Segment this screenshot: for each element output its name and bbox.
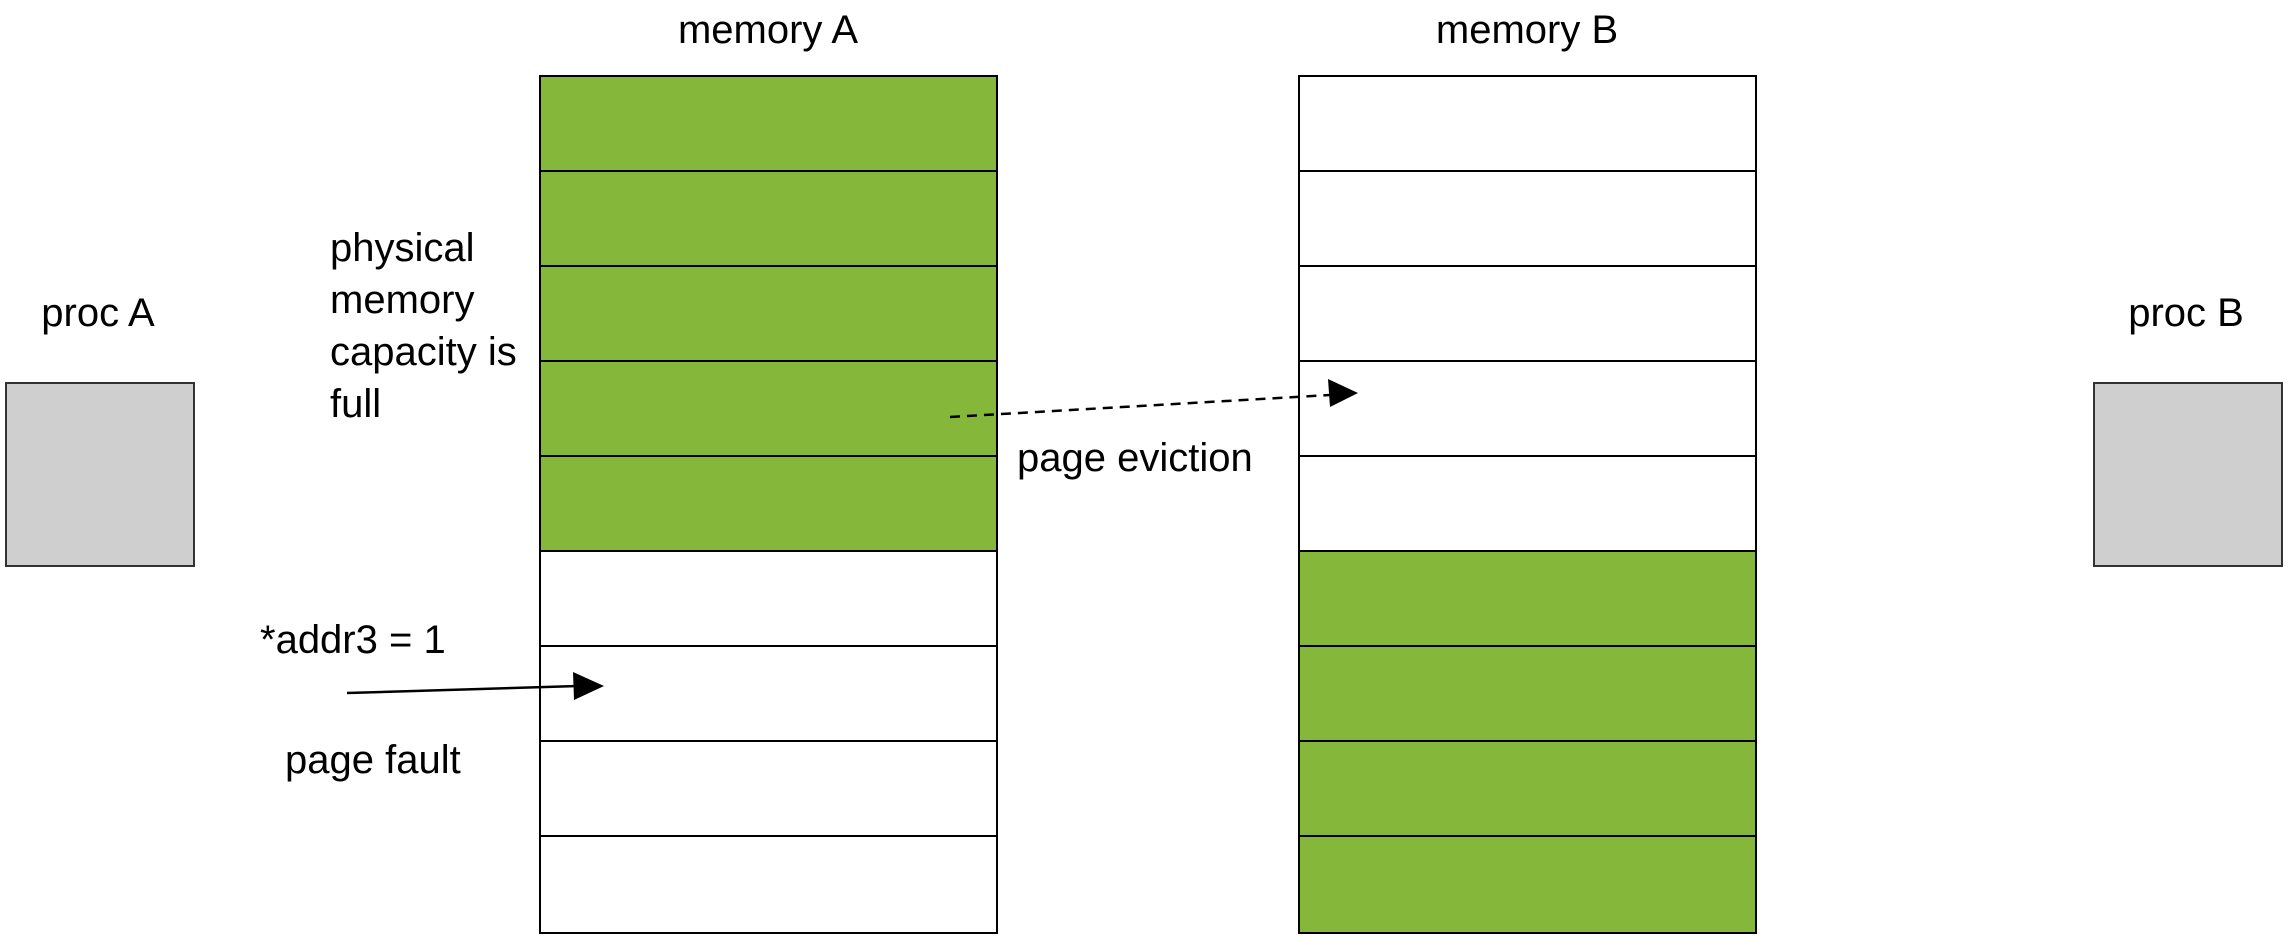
memory-a-page-free — [541, 742, 996, 837]
page-fault-arrow — [346, 672, 604, 700]
proc-a-label: proc A — [41, 291, 155, 335]
memory-a-page-used — [541, 362, 996, 457]
write-op-label: *addr3 = 1 — [260, 618, 446, 662]
memory-a-page-free — [541, 552, 996, 647]
memory-b-label: memory B — [1435, 8, 1619, 52]
memory-b-page-used — [1300, 742, 1755, 837]
memory-a-page-used — [541, 267, 996, 362]
proc-b-box — [2093, 382, 2283, 567]
memory-b-page-free — [1300, 457, 1755, 552]
proc-b-label: proc B — [2128, 291, 2244, 335]
memory-a-page-used — [541, 172, 996, 267]
memory-b-page-used — [1300, 647, 1755, 742]
memory-b-page-free — [1300, 267, 1755, 362]
memory-b-page-free — [1300, 362, 1755, 457]
page-fault-label: page fault — [285, 738, 461, 782]
memory-a-page-used — [541, 77, 996, 172]
memory-b-page-used — [1300, 552, 1755, 647]
memory-a-page-free — [541, 837, 996, 932]
page-eviction-arrow — [949, 379, 1358, 419]
memory-a-column — [539, 75, 998, 934]
memory-b-page-used — [1300, 837, 1755, 932]
page-eviction-label: page eviction — [1017, 436, 1253, 480]
memory-b-page-free — [1300, 172, 1755, 267]
memory-a-page-free — [541, 647, 996, 742]
proc-a-box — [5, 382, 195, 567]
memory-a-page-used — [541, 457, 996, 552]
memory-b-page-free — [1300, 77, 1755, 172]
capacity-full-note: physical memory capacity is full — [330, 226, 517, 426]
memory-b-column — [1298, 75, 1757, 934]
memory-a-label: memory A — [677, 8, 859, 52]
